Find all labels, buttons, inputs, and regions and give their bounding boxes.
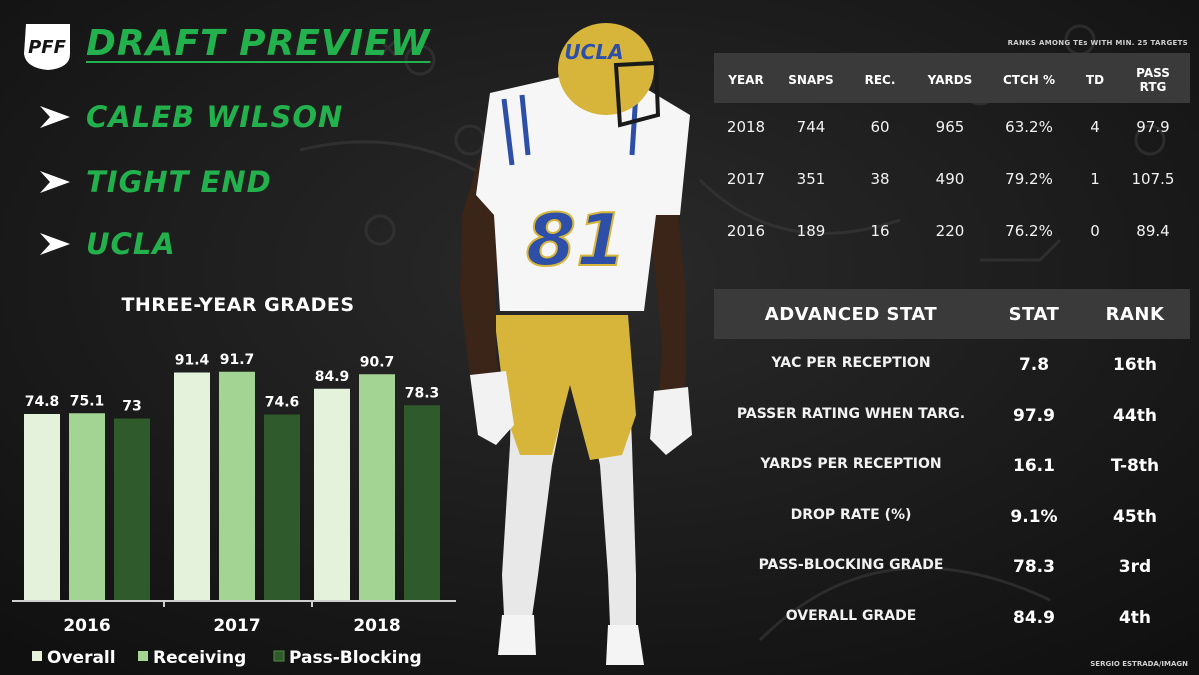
stats-cell: 2017 bbox=[726, 170, 766, 188]
jersey-number: 81 bbox=[526, 198, 626, 282]
advanced-stat-rank: 4th bbox=[1118, 607, 1152, 628]
chevron-right-icon bbox=[40, 233, 70, 255]
bar-value-label: 90.7 bbox=[360, 354, 395, 370]
advanced-stat-label: YARDS PER RECEPTION bbox=[760, 456, 942, 472]
stats-cell: 189 bbox=[796, 222, 826, 240]
school-row: UCLA bbox=[38, 224, 176, 264]
category-label: 2018 bbox=[353, 616, 400, 636]
advanced-stat-value: 97.9 bbox=[1013, 405, 1055, 426]
advanced-stat-value: 16.1 bbox=[1013, 456, 1055, 476]
advanced-stat-value: 7.8 bbox=[1018, 355, 1050, 375]
stats-cell: 97.9 bbox=[1136, 118, 1170, 136]
advanced-stat-label: PASS-BLOCKING GRADE bbox=[758, 557, 944, 573]
legend-swatch-overall bbox=[32, 651, 42, 661]
stats-cell: 351 bbox=[796, 170, 826, 188]
stats-header-cell: CTCH % bbox=[1002, 73, 1056, 87]
stats-header-cell: YEAR bbox=[728, 73, 764, 87]
stats-cell: 490 bbox=[935, 170, 965, 188]
advanced-stat-rank: 3rd bbox=[1118, 557, 1152, 577]
player-photo: 81 UCLA bbox=[460, 23, 692, 665]
pff-logo: PFF bbox=[24, 24, 70, 70]
position-row: TIGHT END bbox=[38, 162, 272, 202]
legend-label: Overall bbox=[47, 648, 116, 668]
stats-table-header bbox=[714, 53, 1190, 103]
stats-cell: 2018 bbox=[726, 118, 766, 136]
stats-cell: 16 bbox=[870, 222, 890, 240]
stats-cell: 79.2% bbox=[1005, 170, 1053, 188]
stats-cell: 744 bbox=[796, 118, 826, 136]
stats-cell: 60 bbox=[870, 118, 890, 136]
stats-header-cell: REC. bbox=[864, 73, 896, 87]
advanced-header-cell: STAT bbox=[1008, 304, 1060, 325]
advanced-stat-label: YAC PER RECEPTION bbox=[771, 355, 931, 371]
pff-logo-text: PFF bbox=[28, 37, 66, 58]
stats-header-cell: SNAPS bbox=[788, 73, 834, 87]
stats-cell: 76.2% bbox=[1005, 222, 1053, 240]
chevron-right-icon bbox=[40, 106, 70, 128]
chart-title: THREE-YEAR GRADES bbox=[121, 294, 355, 316]
stats-cell: 220 bbox=[935, 222, 965, 240]
page-title: DRAFT PREVIEW bbox=[86, 23, 431, 64]
legend-swatch-receiving bbox=[138, 651, 148, 661]
advanced-table-header bbox=[714, 289, 1190, 339]
bar-value-label: 75.1 bbox=[70, 393, 105, 409]
legend-label: Receiving bbox=[153, 648, 246, 668]
advanced-stat-value: 9.1% bbox=[1010, 506, 1058, 527]
stats-cell: 1 bbox=[1090, 170, 1100, 188]
bar-overall-2017 bbox=[174, 372, 210, 601]
stats-cell: 63.2% bbox=[1005, 118, 1053, 136]
player-school: UCLA bbox=[86, 227, 176, 261]
bar-value-label: 91.7 bbox=[220, 352, 255, 368]
advanced-header-cell: ADVANCED STAT bbox=[764, 304, 938, 325]
advanced-stat-rank: 44th bbox=[1113, 405, 1157, 426]
stats-header-cell: YARDS bbox=[927, 73, 973, 87]
bar-value-label: 74.8 bbox=[25, 394, 60, 410]
bar-value-label: 73 bbox=[122, 399, 141, 415]
advanced-stat-rank: 16th bbox=[1113, 355, 1157, 375]
bar-pass-blocking-2016 bbox=[114, 418, 150, 601]
bar-value-label: 74.6 bbox=[265, 395, 300, 411]
advanced-stat-rank: T-8th bbox=[1110, 456, 1160, 476]
category-label: 2017 bbox=[213, 616, 260, 636]
player-name-row: CALEB WILSON bbox=[38, 97, 343, 137]
bar-receiving-2017 bbox=[219, 371, 255, 601]
bar-pass-blocking-2018 bbox=[404, 405, 440, 601]
stats-cell: 107.5 bbox=[1131, 170, 1175, 188]
legend-label: Pass-Blocking bbox=[289, 648, 422, 668]
stats-cell: 89.4 bbox=[1136, 222, 1170, 240]
chevron-right-icon bbox=[40, 171, 70, 193]
stats-cell: 0 bbox=[1090, 222, 1100, 240]
bar-overall-2018 bbox=[314, 388, 350, 601]
ranks-note: RANKS AMONG TEs WITH MIN. 25 TARGETS bbox=[1007, 39, 1188, 47]
category-label: 2016 bbox=[63, 616, 110, 636]
bar-value-label: 84.9 bbox=[315, 369, 350, 385]
advanced-stat-label: OVERALL GRADE bbox=[785, 607, 917, 624]
player-name: CALEB WILSON bbox=[86, 100, 344, 134]
bar-pass-blocking-2017 bbox=[264, 414, 300, 601]
bar-receiving-2016 bbox=[69, 413, 105, 601]
three-year-grades-chart: 74.8 75.1 73 2016 91.4 91.7 74.6 2017 84.9 90.7 78… bbox=[12, 352, 456, 668]
stats-cell: 2016 bbox=[726, 222, 766, 240]
advanced-stat-label: DROP RATE (%) bbox=[790, 506, 912, 523]
bar-value-label: 78.3 bbox=[405, 385, 440, 401]
advanced-stat-label: PASSER RATING WHEN TARG. bbox=[736, 405, 966, 422]
legend-swatch-pass-blocking bbox=[273, 650, 285, 662]
advanced-stat-value: 84.9 bbox=[1013, 607, 1055, 628]
bar-overall-2016 bbox=[24, 414, 60, 601]
advanced-header-cell: RANK bbox=[1105, 304, 1165, 325]
stats-header-cell: PASS RTG bbox=[1136, 66, 1170, 94]
stats-cell: 965 bbox=[935, 118, 965, 136]
stats-cell: 38 bbox=[870, 170, 890, 188]
bar-value-label: 91.4 bbox=[175, 353, 210, 369]
player-position: TIGHT END bbox=[86, 165, 272, 199]
photo-credit: SERGIO ESTRADA/IMAGN bbox=[1090, 660, 1188, 668]
stats-cell: 4 bbox=[1090, 118, 1100, 136]
helmet-logo-text: UCLA bbox=[564, 40, 623, 64]
stats-header-cell: TD bbox=[1085, 73, 1105, 87]
advanced-stat-rank: 45th bbox=[1113, 506, 1157, 527]
advanced-stat-value: 78.3 bbox=[1013, 557, 1055, 577]
bar-receiving-2018 bbox=[359, 374, 395, 601]
